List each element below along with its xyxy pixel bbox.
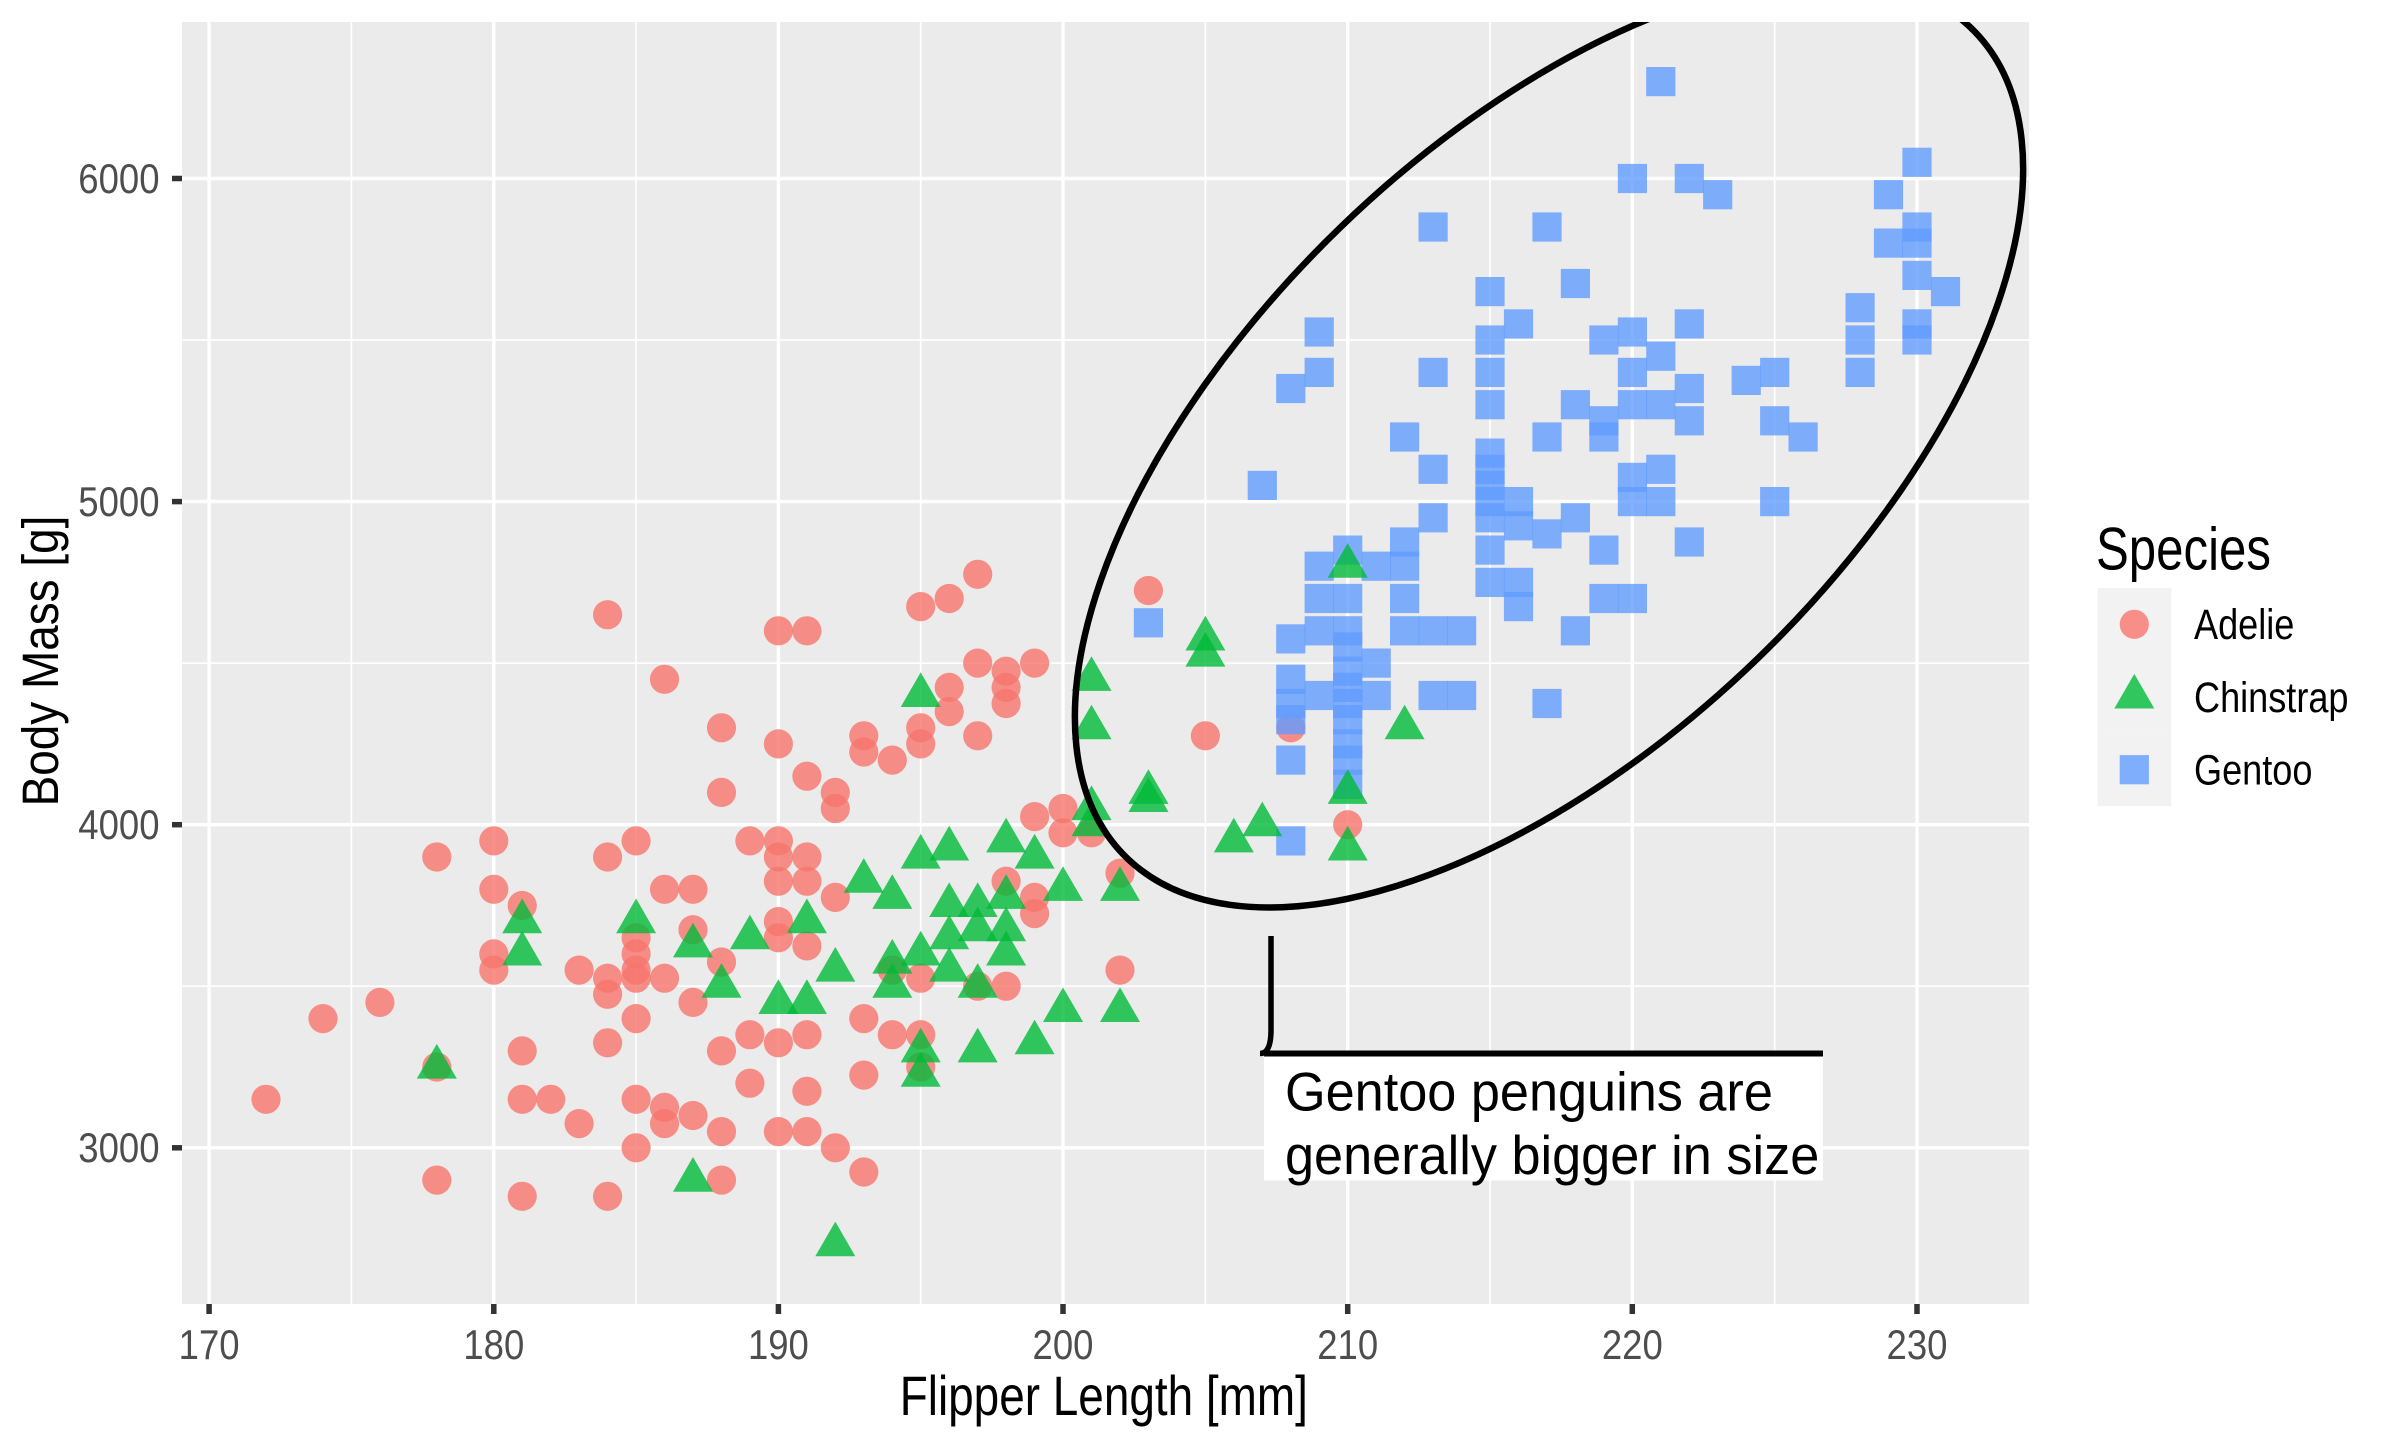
svg-text:6000: 6000 [78, 157, 159, 203]
svg-text:180: 180 [463, 1323, 524, 1369]
svg-text:230: 230 [1887, 1323, 1948, 1369]
svg-text:generally bigger in size: generally bigger in size [1285, 1125, 1819, 1187]
svg-text:Body Mass [g]: Body Mass [g] [13, 516, 70, 807]
svg-text:220: 220 [1602, 1323, 1663, 1369]
svg-text:170: 170 [179, 1323, 240, 1369]
svg-text:4000: 4000 [78, 803, 159, 849]
svg-text:Adelie: Adelie [2194, 601, 2294, 649]
svg-text:Gentoo: Gentoo [2194, 747, 2312, 795]
svg-text:Gentoo penguins are: Gentoo penguins are [1285, 1061, 1773, 1123]
svg-text:5000: 5000 [78, 480, 159, 526]
svg-text:Species: Species [2096, 515, 2271, 583]
svg-text:200: 200 [1033, 1323, 1094, 1369]
svg-text:190: 190 [748, 1323, 809, 1369]
svg-text:Flipper Length [mm]: Flipper Length [mm] [900, 1364, 1308, 1426]
svg-text:210: 210 [1317, 1323, 1378, 1369]
svg-text:Chinstrap: Chinstrap [2194, 674, 2349, 722]
svg-text:3000: 3000 [78, 1126, 159, 1172]
